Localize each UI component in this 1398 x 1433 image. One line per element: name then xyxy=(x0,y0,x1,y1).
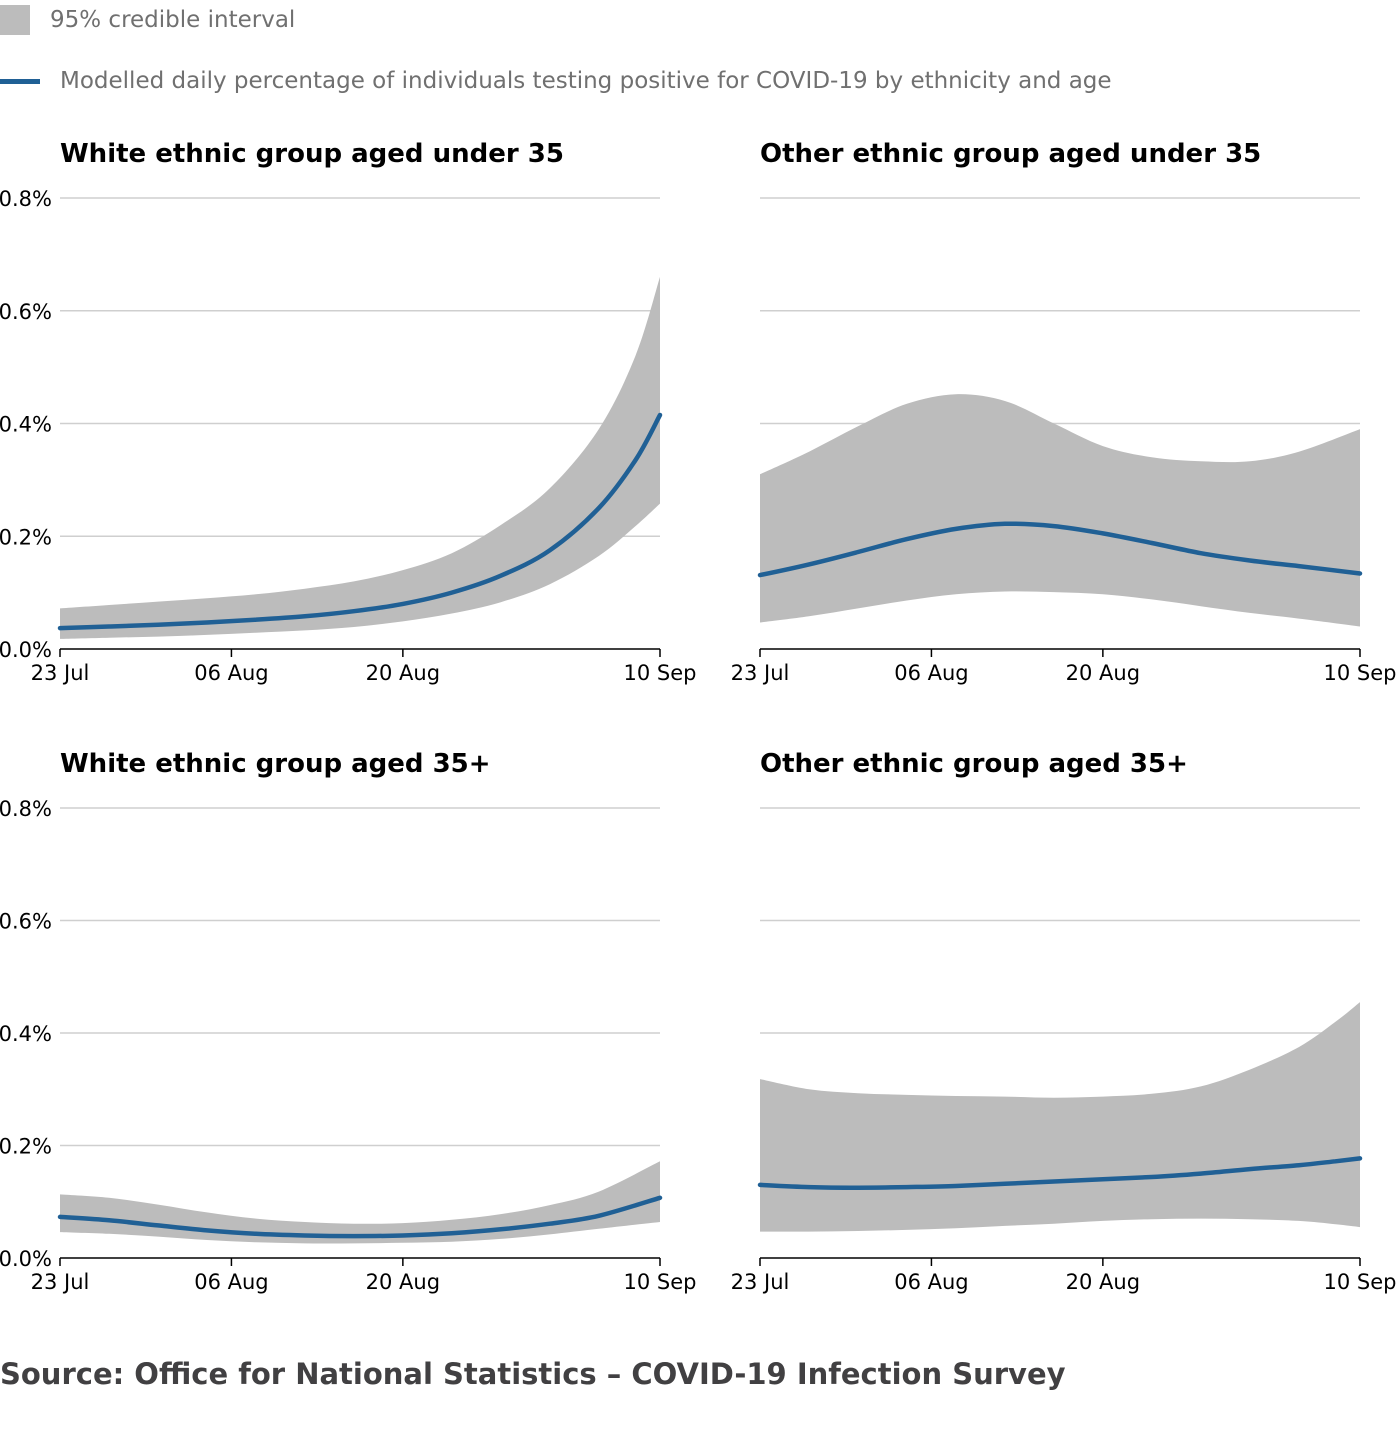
y-tick-label: 0.6% xyxy=(0,300,52,324)
credible-interval-band xyxy=(60,1161,660,1244)
modelled-line xyxy=(757,521,1363,578)
x-tick-label: 10 Sep xyxy=(624,661,697,685)
x-tick-label: 20 Aug xyxy=(366,661,440,685)
y-tick-label: 0.4% xyxy=(0,1022,52,1046)
y-tick-label: 0.0% xyxy=(0,638,52,662)
credible-interval-band xyxy=(760,1002,1360,1232)
y-tick-label: 0.0% xyxy=(0,1247,52,1271)
modelled-line xyxy=(57,1195,663,1239)
x-tick-label: 06 Aug xyxy=(894,661,968,685)
panel-title: Other ethnic group aged 35+ xyxy=(760,749,1188,779)
credible-interval-band xyxy=(760,394,1360,627)
panel-title: White ethnic group aged 35+ xyxy=(60,749,491,779)
x-tick-label: 23 Jul xyxy=(731,1270,790,1294)
modelled-line xyxy=(57,412,663,631)
legend: 95% credible interval Modelled daily per… xyxy=(0,0,1398,110)
y-tick-label: 0.8% xyxy=(0,187,52,211)
x-tick-label: 20 Aug xyxy=(1066,661,1140,685)
x-tick-label: 23 Jul xyxy=(31,1270,90,1294)
x-tick-label: 20 Aug xyxy=(366,1270,440,1294)
x-tick-label: 23 Jul xyxy=(31,661,90,685)
y-tick-label: 0.2% xyxy=(0,525,52,549)
credible-interval-band xyxy=(60,276,660,639)
x-tick-label: 06 Aug xyxy=(194,1270,268,1294)
credible-interval-swatch xyxy=(0,5,30,35)
legend-item-modelled-line: Modelled daily percentage of individuals… xyxy=(0,68,1112,94)
x-tick-label: 06 Aug xyxy=(194,661,268,685)
y-tick-label: 0.4% xyxy=(0,413,52,437)
x-tick-label: 20 Aug xyxy=(1066,1270,1140,1294)
x-tick-label: 10 Sep xyxy=(1324,661,1397,685)
y-tick-label: 0.6% xyxy=(0,910,52,934)
legend-item-credible-interval: 95% credible interval xyxy=(0,5,295,35)
panel-title: Other ethnic group aged under 35 xyxy=(760,139,1261,169)
y-tick-label: 0.2% xyxy=(0,1135,52,1159)
x-tick-label: 10 Sep xyxy=(624,1270,697,1294)
x-tick-label: 06 Aug xyxy=(894,1270,968,1294)
x-tick-label: 23 Jul xyxy=(731,661,790,685)
panel-title: White ethnic group aged under 35 xyxy=(60,139,564,169)
source-note: Source: Office for National Statistics –… xyxy=(0,1357,1066,1391)
modelled-line-swatch xyxy=(0,78,40,84)
y-tick-label: 0.8% xyxy=(0,797,52,821)
small-multiples-chart: White ethnic group aged under 35 0.0% 0.2%… xyxy=(0,139,1397,1294)
credible-interval-label: 95% credible interval xyxy=(50,7,296,33)
modelled-line xyxy=(757,1156,1363,1190)
x-tick-label: 10 Sep xyxy=(1324,1270,1397,1294)
modelled-line-label: Modelled daily percentage of individuals… xyxy=(60,68,1112,94)
